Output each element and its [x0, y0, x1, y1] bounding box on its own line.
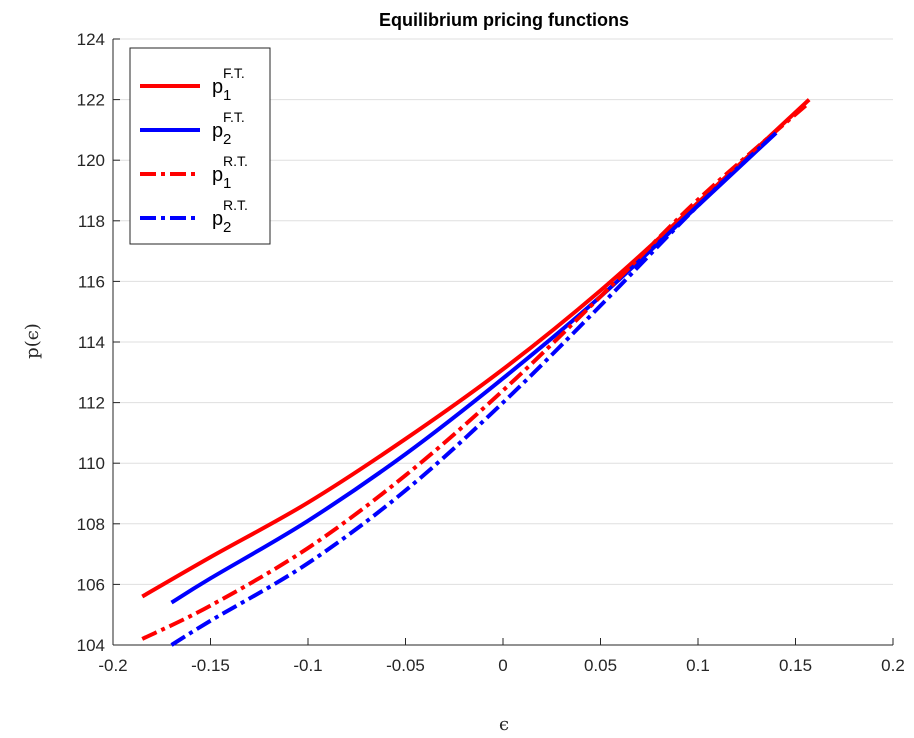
legend-box: [129, 47, 271, 245]
legend-label-4: p: [212, 208, 223, 230]
y-tick-label: 104: [77, 636, 105, 655]
legend-label-sub: 2: [223, 219, 231, 236]
legend-label-1: p: [212, 76, 223, 98]
y-tick-label: 114: [78, 333, 105, 352]
series-line-1: [141, 98, 811, 599]
legend: p 1F.T.p 2F.T.p 1R.T.p 2R.T.: [129, 47, 271, 245]
x-tick-label: 0.15: [779, 656, 812, 675]
y-tick-label: 122: [77, 91, 105, 110]
legend-label-sup: F.T.: [223, 109, 245, 125]
x-tick-label: 0.1: [686, 656, 710, 675]
legend-label-sub: 1: [223, 87, 231, 104]
y-tick-label: 118: [78, 212, 105, 231]
legend-label-sup: F.T.: [223, 65, 245, 81]
y-tick-label: 116: [78, 272, 105, 291]
x-tick-label: -0.1: [293, 656, 322, 675]
x-tick-label: -0.05: [386, 656, 425, 675]
chart-title: Equilibrium pricing functions: [379, 10, 629, 30]
series-layer: [141, 98, 811, 647]
x-tick-label: 0.05: [584, 656, 617, 675]
legend-label-sup: R.T.: [223, 197, 248, 213]
x-tick-label: 0: [498, 656, 507, 675]
x-tick-label: -0.15: [191, 656, 230, 675]
y-tick-label: 112: [78, 394, 105, 413]
legend-label-sub: 1: [223, 175, 231, 192]
y-tick-label: 108: [77, 515, 105, 534]
x-axis-label: ϵ: [499, 714, 509, 735]
legend-label-2: p: [212, 120, 223, 142]
y-axis-label: p(ϵ): [22, 323, 43, 359]
y-tick-label: 110: [78, 454, 105, 473]
x-tick-label: -0.2: [98, 656, 127, 675]
y-tick-label: 120: [77, 151, 105, 170]
series-line-3: [141, 101, 811, 641]
series-line-2: [170, 131, 778, 605]
y-tick-label: 106: [77, 575, 105, 594]
series-line-4: [170, 131, 778, 647]
legend-label-sub: 2: [223, 131, 231, 148]
x-tick-label: 0.2: [881, 656, 905, 675]
y-tick-label: 124: [77, 30, 105, 49]
legend-label-3: p: [212, 164, 223, 186]
legend-label-sup: R.T.: [223, 153, 248, 169]
